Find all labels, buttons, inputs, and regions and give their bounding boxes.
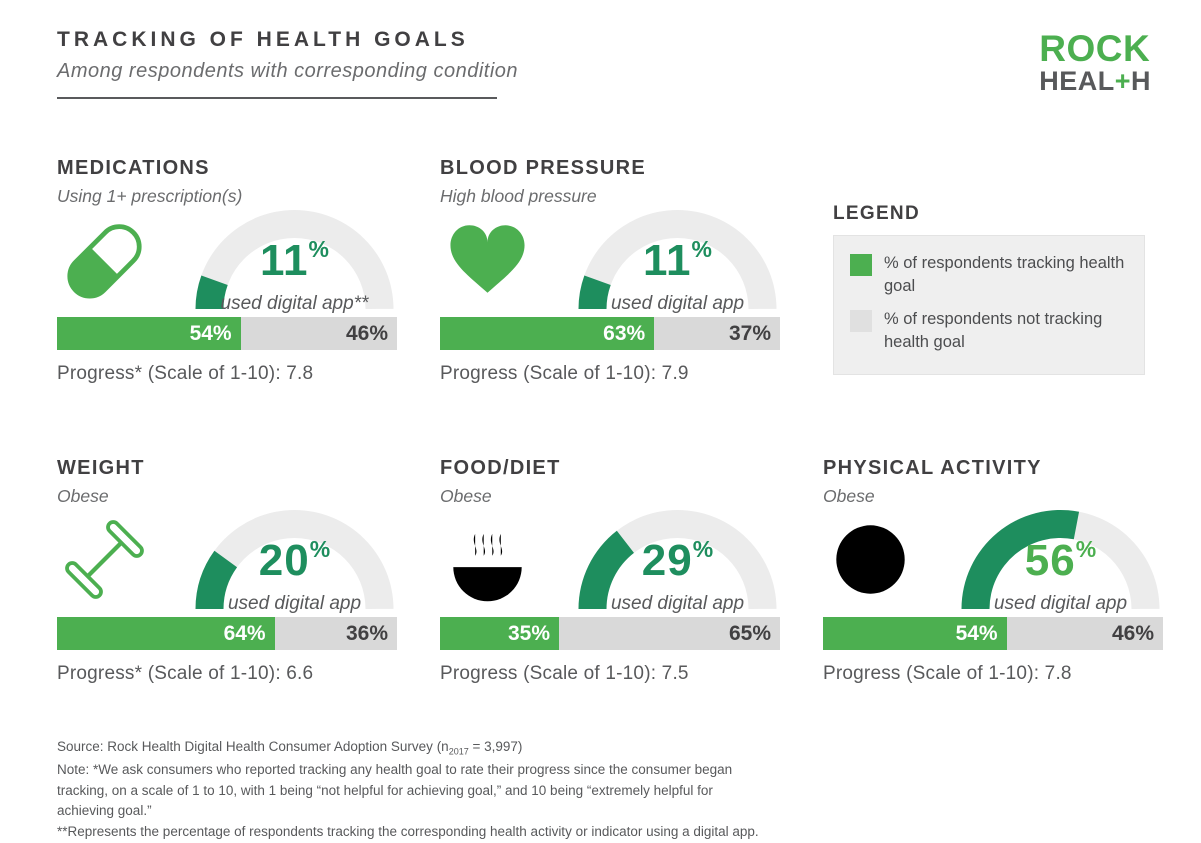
gauge-value: 56% (1024, 536, 1097, 585)
bar-not-tracking-segment: 46% (1006, 617, 1163, 650)
progress-text: Progress (Scale of 1-10): 7.8 (823, 663, 1072, 684)
progress-text: Progress* (Scale of 1-10): 7.8 (57, 363, 314, 384)
subscript-year: 2017 (448, 746, 469, 757)
panel-condition: Obese (823, 486, 875, 506)
bar-not-tracking-segment: 46% (240, 317, 397, 350)
progress-text: Progress* (Scale of 1-10): 6.6 (57, 663, 314, 684)
gauge-food-diet: 29% used digital app (575, 509, 780, 614)
logo-health-text: HEAL+H (1039, 66, 1151, 96)
page-subtitle: Among respondents with corresponding con… (57, 60, 519, 82)
source-line: Source: Rock Health Digital Health Consu… (57, 739, 523, 757)
dumbbell-icon (57, 512, 152, 607)
gauge-caption: used digital app (993, 593, 1128, 614)
basketball-icon (823, 512, 918, 607)
header-divider (57, 97, 497, 99)
gauge-caption: used digital app** (220, 293, 369, 314)
rock-health-logo: ROCK HEAL+H (1039, 30, 1151, 95)
bar-tracking-segment: 35% (440, 617, 559, 650)
gauge-caption: used digital app (610, 293, 745, 314)
gauge-weight: 20% used digital app (192, 509, 397, 614)
logo-rock-text: ROCK (1039, 28, 1151, 69)
bar-tracking-segment: 54% (57, 317, 241, 350)
header-title-block: TRACKING OF HEALTH GOALS Among responden… (57, 28, 518, 99)
legend-swatch-green (850, 254, 872, 276)
page-title: TRACKING OF HEALTH GOALS (57, 28, 469, 51)
bar-tracking-segment: 63% (440, 317, 655, 350)
bar-tracking-segment: 64% (57, 617, 275, 650)
gauge-value: 29% (641, 536, 714, 585)
panel-condition: Using 1+ prescription(s) (57, 186, 243, 206)
panel-weight: WEIGHT Obese 20% used digital app (57, 457, 397, 685)
bar-not-tracking-segment: 36% (274, 617, 397, 650)
bar-not-tracking-segment: 37% (654, 317, 780, 350)
gauge-value: 11% (643, 236, 712, 285)
panels-grid: MEDICATIONS Using 1+ prescription(s) 11%… (57, 157, 1163, 685)
tracking-bar: 54% 46% (57, 317, 397, 350)
bar-tracking-segment: 54% (823, 617, 1007, 650)
bar-not-tracking-segment: 65% (559, 617, 780, 650)
progress-text: Progress (Scale of 1-10): 7.5 (440, 663, 689, 684)
note-line: Note: *We ask consumers who reported tra… (57, 761, 733, 819)
panel-condition: Obese (57, 486, 109, 506)
footer-notes: Source: Rock Health Digital Health Consu… (57, 737, 772, 843)
logo-plus-icon: + (1114, 66, 1131, 96)
tracking-bar: 35% 65% (440, 617, 780, 650)
panel-condition: High blood pressure (440, 186, 597, 206)
legend-box: % of respondents tracking health goal % … (833, 235, 1145, 376)
panel-title: MEDICATIONS (57, 157, 210, 179)
bowl-steam-icon (440, 512, 535, 607)
heart-icon (440, 212, 535, 307)
tracking-bar: 54% 46% (823, 617, 1163, 650)
header: TRACKING OF HEALTH GOALS Among responden… (57, 28, 1151, 99)
panel-title: FOOD/DIET (440, 457, 561, 479)
tracking-bar: 63% 37% (440, 317, 780, 350)
panel-title: BLOOD PRESSURE (440, 157, 647, 179)
gauge-caption: used digital app (227, 593, 362, 614)
tracking-bar: 64% 36% (57, 617, 397, 650)
legend-swatch-gray (850, 310, 872, 333)
gauge-blood-pressure: 11% used digital app (575, 209, 780, 314)
gauge-medications: 11% used digital app** (192, 209, 397, 314)
panel-blood-pressure: BLOOD PRESSURE High blood pressure 11% u… (440, 157, 780, 385)
legend-item-not-tracking: % of respondents not tracking health goa… (850, 308, 1128, 354)
panel-medications: MEDICATIONS Using 1+ prescription(s) 11%… (57, 157, 397, 385)
legend: LEGEND % of respondents tracking health … (833, 203, 1145, 385)
progress-text: Progress (Scale of 1-10): 7.9 (440, 363, 689, 384)
note2-line: **Represents the percentage of responden… (57, 824, 759, 840)
gauge-physical-activity: 56% used digital app (958, 509, 1163, 614)
panel-title: WEIGHT (57, 457, 145, 479)
panel-condition: Obese (440, 486, 492, 506)
panel-physical-activity: PHYSICAL ACTIVITY Obese 56% used digital… (823, 457, 1163, 685)
gauge-value: 20% (258, 536, 331, 585)
legend-title: LEGEND (833, 203, 920, 224)
gauge-value: 11% (260, 236, 329, 285)
legend-item-tracking: % of respondents tracking health goal (850, 252, 1128, 298)
gauge-caption: used digital app (610, 593, 745, 614)
pill-icon (57, 212, 152, 307)
panel-title: PHYSICAL ACTIVITY (823, 457, 1042, 479)
panel-food-diet: FOOD/DIET Obese 29% used digi (440, 457, 780, 685)
